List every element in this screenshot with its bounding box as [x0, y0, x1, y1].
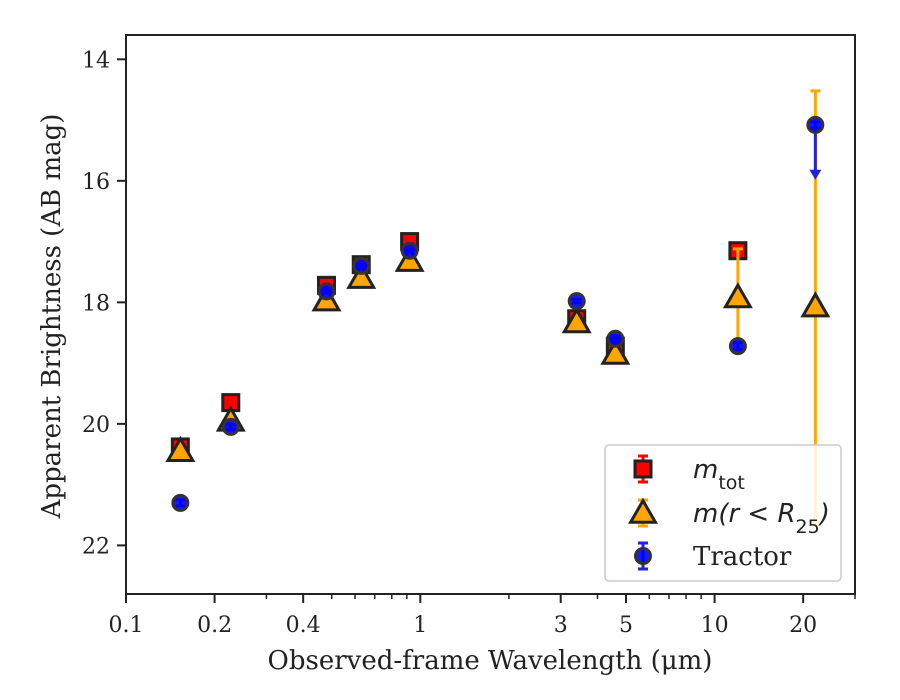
- point-triangle: [561, 306, 592, 334]
- legend-marker-triangle: [628, 497, 658, 524]
- point-triangle: [600, 338, 631, 365]
- legend-item: Tractor: [634, 541, 792, 572]
- y-axis: 14 16 18 20 22: [82, 48, 126, 559]
- point-circle: [352, 256, 371, 275]
- x-tick-label: 0.1: [109, 613, 144, 638]
- point-circle: [400, 241, 419, 260]
- y-tick-label: 16: [82, 170, 110, 195]
- x-tick-label: 5: [619, 613, 633, 638]
- legend-box: [604, 444, 842, 582]
- point-circle: [728, 337, 747, 356]
- legend-marker-square: [633, 459, 653, 479]
- x-axis-title: Observed-frame Wavelength (μm): [268, 646, 713, 676]
- point-circle: [221, 417, 240, 436]
- point-triangle: [165, 435, 196, 463]
- series-square: [170, 232, 748, 457]
- x-tick-label: 3: [554, 613, 568, 638]
- y-axis-title: Apparent Brightness (AB mag): [37, 114, 67, 520]
- y-tick-label: 18: [82, 291, 110, 316]
- point-circle: [606, 329, 625, 348]
- point-circle: [567, 292, 586, 311]
- legend-label: mtot: [693, 455, 745, 494]
- legend-label: m(r < R25): [693, 499, 830, 538]
- x-axis: 0.1 0.2 0.4 1 3 5 10 20: [109, 594, 856, 638]
- x-tick-label: 20: [789, 613, 817, 638]
- legend: mtot m(r < R25) Tractor: [604, 444, 842, 582]
- x-tick-label: 0.4: [286, 613, 321, 638]
- legend-item: mtot: [633, 454, 745, 494]
- point-triangle: [722, 282, 753, 309]
- y-tick-label: 20: [82, 413, 110, 438]
- x-tick-label: 0.2: [197, 613, 232, 638]
- plot-frame: [125, 34, 856, 595]
- y-tick-label: 14: [82, 48, 110, 73]
- series-circle: [171, 115, 825, 512]
- point-triangle: [800, 291, 831, 318]
- point-circle: [317, 282, 336, 301]
- legend-marker-circle: [634, 547, 652, 565]
- point-triangle: [346, 262, 377, 289]
- legend-label: Tractor: [693, 542, 792, 572]
- legend-item: m(r < R25): [628, 497, 830, 538]
- x-tick-label: 10: [701, 613, 729, 638]
- point-circle: [806, 115, 825, 134]
- y-tick-label: 22: [82, 534, 110, 559]
- point-circle: [171, 493, 190, 512]
- upper-limit-arrowhead: [809, 169, 822, 180]
- x-tick-label: 1: [413, 613, 427, 638]
